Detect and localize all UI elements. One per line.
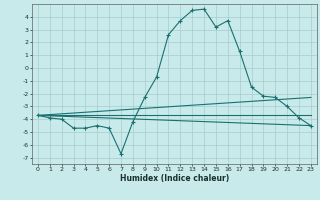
X-axis label: Humidex (Indice chaleur): Humidex (Indice chaleur) [120, 174, 229, 183]
